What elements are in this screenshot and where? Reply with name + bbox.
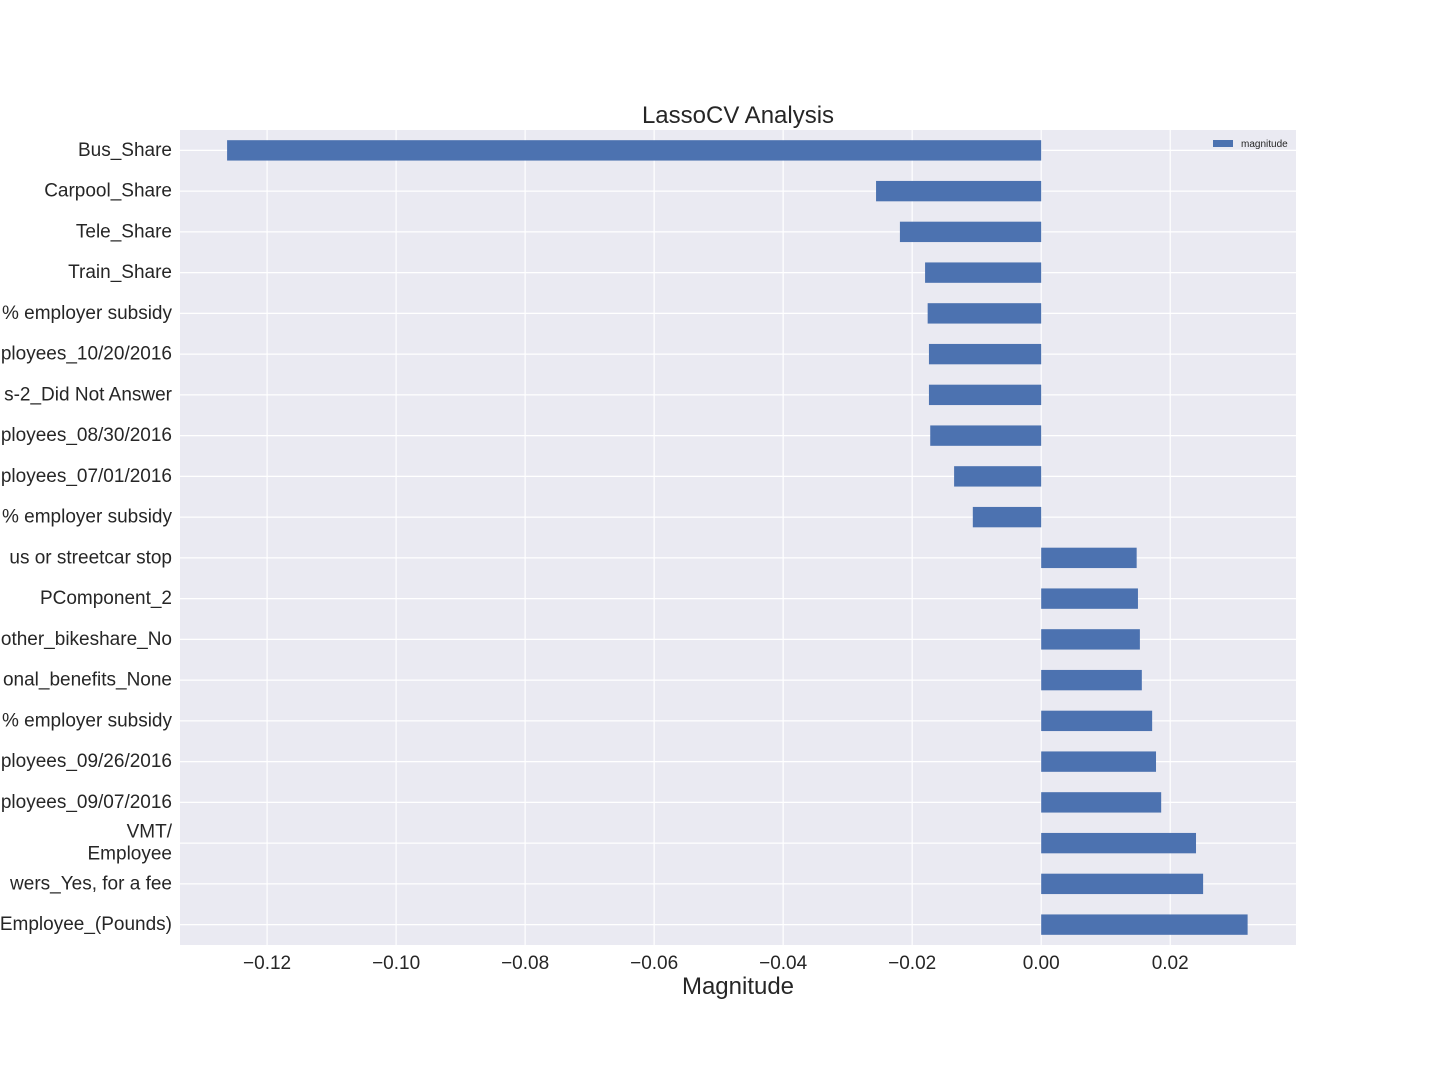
category-label: us or streetcar stop — [9, 547, 172, 568]
legend-swatch — [1213, 140, 1233, 147]
category-label: ployees_10/20/2016 — [1, 344, 172, 365]
category-label: onal_benefits_None — [3, 670, 172, 691]
bar — [927, 303, 1042, 324]
bar — [899, 221, 1042, 243]
category-label: % employer subsidy — [2, 303, 173, 324]
x-tick-label: −0.06 — [630, 953, 678, 974]
x-tick-label: 0.00 — [1023, 953, 1060, 974]
x-tick-label: −0.10 — [372, 953, 420, 974]
category-label: ployees_07/01/2016 — [1, 466, 172, 487]
bar — [954, 466, 1042, 487]
x-tick-label: −0.12 — [243, 953, 291, 974]
category-labels: Bus_Share Carpool_Share Tele_Share Train_Sh… — [0, 140, 173, 935]
category-label: ployees_09/26/2016 — [1, 751, 172, 772]
x-tick-label: −0.02 — [888, 953, 936, 974]
category-label: other_bikeshare_No — [1, 629, 172, 650]
category-label: Bus_Share — [78, 140, 172, 161]
x-tick-label: −0.08 — [501, 953, 549, 974]
bars — [227, 140, 1248, 935]
bar — [1041, 710, 1153, 732]
bar — [227, 140, 1042, 161]
bar — [1041, 914, 1248, 935]
category-label: Employee_(Pounds) — [0, 914, 172, 935]
category-label: Employee — [88, 844, 173, 865]
category-label: Train_Share — [68, 262, 172, 283]
plot-area — [180, 130, 1296, 945]
category-label: ployees_08/30/2016 — [1, 425, 172, 446]
bar — [930, 425, 1042, 446]
bar — [1041, 832, 1197, 854]
category-label: Carpool_Share — [44, 181, 172, 202]
category-label: VMT/ — [127, 822, 173, 843]
category-label: wers_Yes, for a fee — [9, 873, 172, 894]
bar — [928, 384, 1042, 406]
bar — [1041, 629, 1140, 650]
legend: magnitude — [1213, 139, 1288, 150]
category-label: s-2_Did Not Answer — [4, 384, 173, 405]
bar — [928, 343, 1042, 365]
category-label: % employer subsidy — [2, 710, 173, 731]
bar — [1041, 547, 1137, 569]
category-label: % employer subsidy — [2, 507, 173, 528]
category-label: PComponent_2 — [40, 588, 172, 609]
chart-title: LassoCV Analysis — [642, 102, 834, 129]
bar — [972, 506, 1042, 528]
bar — [1041, 588, 1138, 609]
category-label: Tele_Share — [76, 221, 172, 242]
x-tick-labels: −0.12 −0.10 −0.08 −0.06 −0.04 −0.02 0.00 0.02 — [243, 953, 1189, 974]
legend-label: magnitude — [1241, 139, 1288, 150]
category-label: ployees_09/07/2016 — [1, 792, 172, 813]
x-tick-label: −0.04 — [759, 953, 808, 974]
bar — [876, 180, 1042, 202]
x-tick-label: 0.02 — [1152, 953, 1189, 974]
bar — [1041, 669, 1142, 691]
bar — [1041, 873, 1204, 895]
bar — [925, 262, 1042, 283]
bar — [1041, 751, 1157, 772]
bar — [1041, 792, 1162, 813]
x-axis-label: Magnitude — [682, 973, 794, 1000]
